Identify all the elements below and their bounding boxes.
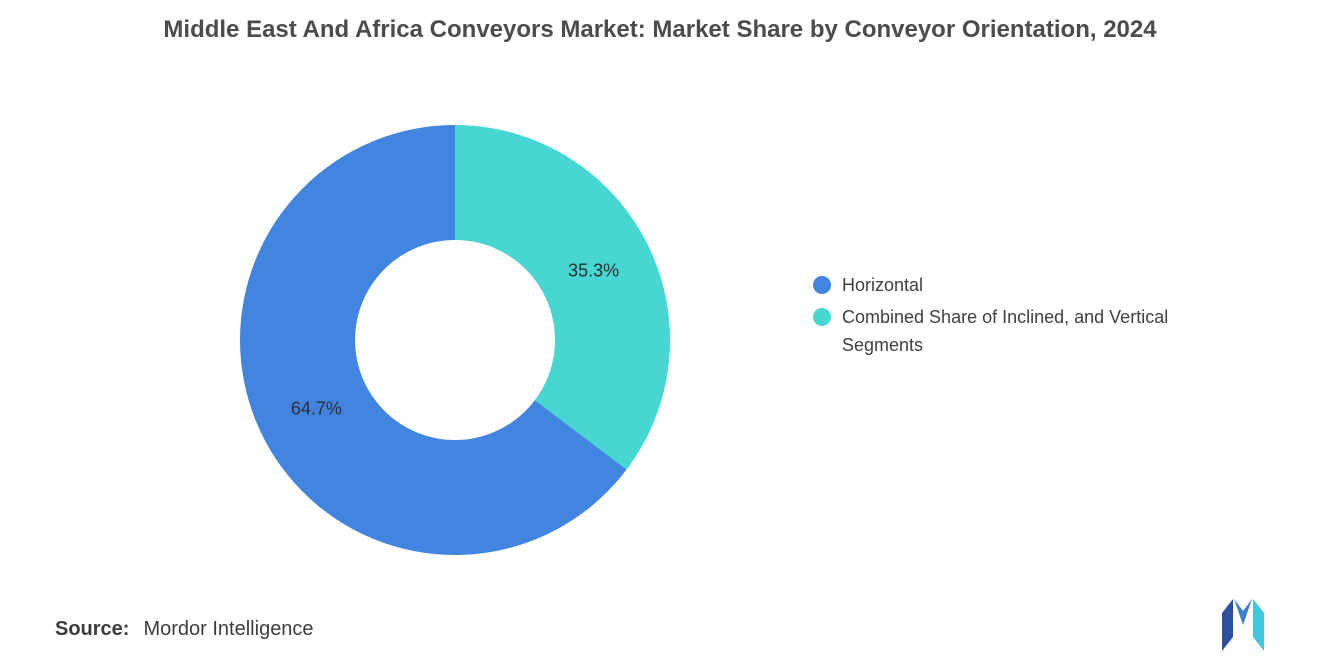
source-line: Source: Mordor Intelligence — [55, 618, 314, 641]
chart-legend: Horizontal Combined Share of Inclined, a… — [813, 272, 1182, 360]
segment-label-combined: 35.3% — [568, 260, 620, 281]
segment-label-horizontal: 64.7% — [290, 398, 342, 419]
donut-chart: 35.3% 64.7% — [240, 125, 670, 555]
legend-item-combined: Combined Share of Inclined, and Vertical… — [813, 304, 1182, 360]
legend-marker-horizontal — [813, 276, 831, 294]
source-text: Mordor Intelligence — [143, 618, 314, 640]
legend-label-horizontal: Horizontal — [842, 275, 924, 295]
chart-title-text: Middle East And Africa Conveyors Market:… — [163, 16, 1157, 43]
source-label: Source: — [55, 618, 130, 640]
mordor-intelligence-logo — [1222, 599, 1264, 651]
donut-hole — [355, 240, 555, 440]
chart-title: Middle East And Africa Conveyors Market:… — [0, 14, 1320, 46]
legend-label-combined: Combined Share of Inclined, and Vertical… — [842, 306, 1169, 355]
legend-item-horizontal: Horizontal — [813, 272, 1182, 300]
legend-marker-combined — [813, 307, 831, 326]
